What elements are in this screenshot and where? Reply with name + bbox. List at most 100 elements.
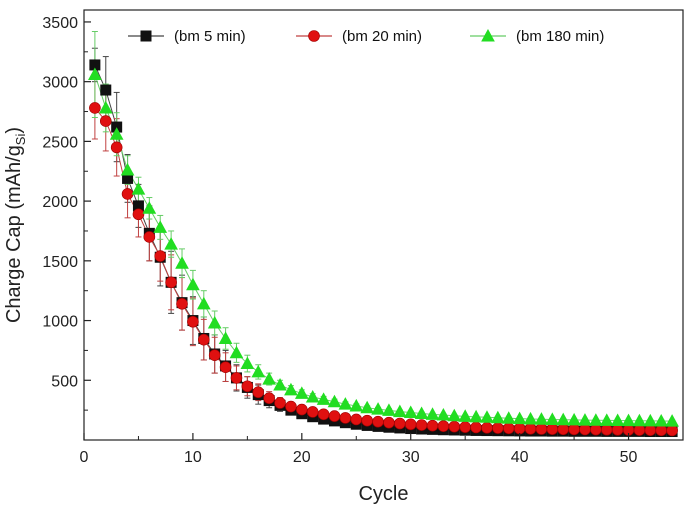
data-point [546, 423, 559, 435]
y-tick-label: 500 [51, 373, 78, 390]
data-point [273, 378, 287, 391]
data-point [338, 397, 353, 410]
data-point [654, 413, 669, 427]
data-point [89, 102, 101, 114]
data-point [153, 220, 168, 233]
y-tick-label: 3000 [42, 75, 78, 92]
data-point [610, 413, 625, 427]
data-point [436, 407, 451, 421]
data-point [350, 413, 363, 426]
data-point [349, 398, 364, 412]
data-point [120, 163, 135, 176]
data-point [294, 386, 309, 399]
data-point [207, 315, 222, 329]
data-point [100, 84, 112, 96]
x-tick-label: 20 [293, 449, 311, 466]
legend: (bm 5 min) (bm 20 min) (bm 180 min) [128, 28, 604, 45]
data-point [186, 277, 200, 291]
data-point [491, 410, 505, 424]
y-tick-label: 1000 [42, 314, 78, 331]
data-point [339, 412, 352, 424]
data-point [262, 372, 276, 385]
data-point [426, 419, 439, 432]
series-1-points [89, 59, 678, 438]
data-point [229, 345, 244, 359]
data-point [394, 417, 406, 430]
data-point [437, 420, 450, 432]
data-point [545, 412, 560, 425]
data-point [285, 400, 297, 413]
data-point [492, 422, 504, 434]
data-point [88, 67, 102, 80]
y-axis-title-main: Charge Cap (mAh/g [3, 145, 25, 323]
data-point [208, 349, 221, 361]
plot-area [88, 31, 679, 438]
data-point [632, 413, 647, 427]
data-point [296, 403, 308, 416]
data-point [219, 361, 232, 373]
data-point [383, 416, 395, 429]
data-point [589, 413, 603, 426]
data-point [512, 411, 527, 425]
data-point [196, 296, 211, 310]
data-point [99, 115, 112, 127]
data-point [524, 422, 537, 435]
data-point [447, 408, 462, 422]
data-point [392, 404, 407, 418]
data-point [316, 392, 331, 405]
data-point [175, 256, 189, 269]
data-point [230, 372, 243, 384]
series-2-points [89, 102, 678, 437]
data-point [131, 182, 146, 195]
data-point [599, 413, 614, 426]
data-point [263, 392, 275, 404]
data-point [567, 412, 581, 426]
data-point [458, 409, 473, 422]
data-point [415, 419, 428, 431]
data-point [361, 414, 373, 427]
data-point [328, 410, 341, 422]
series-line [94, 64, 673, 433]
plot-frame [83, 9, 684, 441]
series-line [94, 107, 673, 431]
data-point [110, 141, 123, 154]
data-point [109, 127, 124, 140]
y-tick-label: 2500 [42, 134, 78, 151]
legend-entry-3: (bm 180 min) [470, 28, 604, 45]
data-point [513, 422, 526, 435]
data-point [568, 423, 580, 436]
data-point [643, 413, 658, 427]
series-line [94, 74, 673, 422]
data-point [535, 423, 548, 435]
data-point [404, 418, 417, 431]
data-point [372, 415, 384, 428]
y-axis-title-subscript: Si [13, 134, 28, 146]
x-tick-label: 30 [402, 449, 420, 466]
data-point [154, 250, 167, 262]
data-point [481, 422, 493, 434]
x-axis-title: Cycle [358, 483, 408, 505]
data-point [240, 356, 255, 370]
data-point [143, 231, 156, 243]
data-point [425, 407, 440, 420]
data-point [142, 201, 157, 214]
series-1 [91, 47, 676, 434]
series-2 [91, 76, 676, 433]
x-tick-label: 0 [80, 449, 89, 466]
y-axis-title-close: ) [3, 127, 25, 134]
data-point [187, 315, 199, 328]
y-axis-title: Charge Cap (mAh/gSi) [3, 127, 28, 323]
data-point [403, 405, 418, 419]
legend-label: (bm 180 min) [516, 28, 604, 45]
data-point [578, 413, 592, 426]
data-point [459, 421, 471, 433]
series-3-points [88, 67, 679, 427]
data-point [534, 412, 549, 425]
data-point [448, 420, 461, 433]
data-point [306, 406, 319, 418]
data-point [501, 411, 516, 424]
data-point [274, 397, 286, 409]
y-tick-label: 2000 [42, 194, 78, 211]
data-point [469, 409, 483, 423]
legend-marker [140, 30, 152, 42]
